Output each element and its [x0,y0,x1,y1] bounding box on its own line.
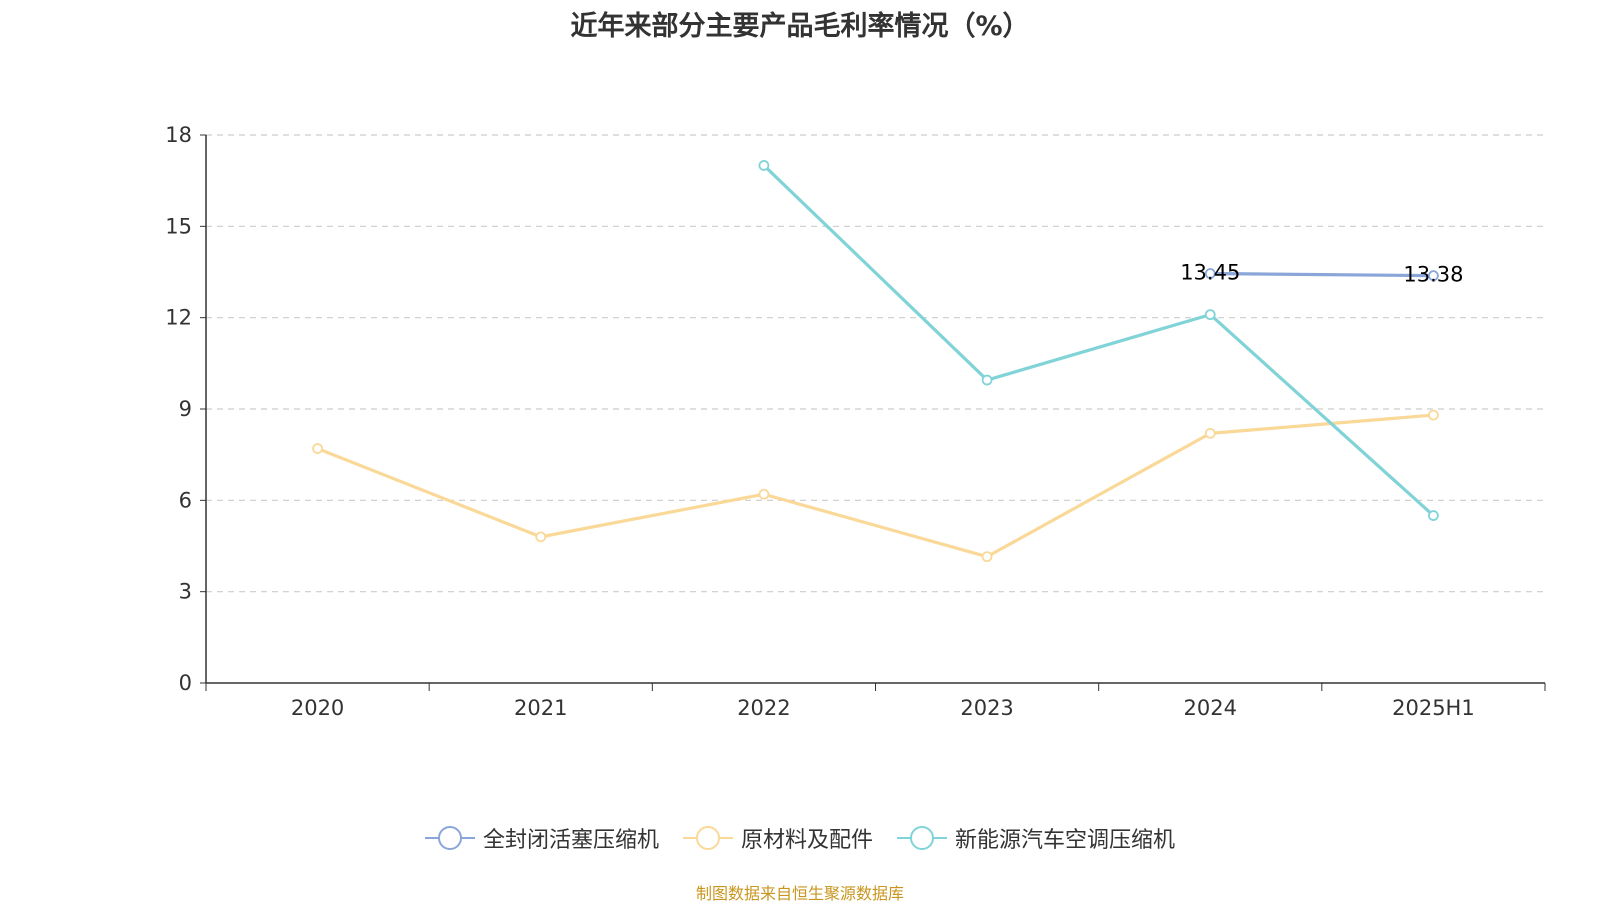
y-tick-label: 3 [179,580,192,604]
legend-item-0[interactable]: 全封闭活塞压缩机 [424,822,659,854]
y-tick-label: 12 [165,306,192,330]
x-tick-label: 2024 [1184,696,1237,720]
legend-line-circle-icon [424,826,475,850]
x-tick-label: 2022 [737,696,790,720]
series-0-data-label: 13.38 [1403,263,1463,287]
y-tick-label: 15 [165,214,192,238]
legend-label: 新能源汽车空调压缩机 [955,828,1176,853]
legend: 全封闭活塞压缩机 原材料及配件 新能源汽车空调压缩机 [0,822,1600,854]
series-0-point [1428,270,1439,282]
series-2-point [1204,309,1216,321]
series-2-point [981,374,993,386]
series-1-point [312,443,323,454]
series-0-point [1204,268,1216,279]
data-source-note: 制图数据来自恒生聚源数据库 [695,884,904,903]
series-1-line [316,413,1434,559]
x-tick-label: 2025H1 [1392,696,1475,720]
series-1-point [535,531,547,543]
series-1-point [1428,409,1439,421]
series-2-point [758,160,770,171]
x-tick-label: 2021 [514,696,567,720]
legend-item-2[interactable]: 新能源汽车空调压缩机 [897,822,1175,854]
legend-line-circle-icon [682,826,733,850]
series-1-point [981,551,993,563]
y-tick-label: 0 [179,671,192,695]
y-tick-label: 9 [179,397,192,421]
series-0-line [1210,271,1434,278]
x-tick-label: 2023 [960,696,1013,720]
y-tick-label: 6 [179,488,192,512]
series-1-point [1204,427,1216,439]
series-0-data-label: 13.45 [1180,261,1240,285]
series-2-line [762,164,1435,517]
legend-line-circle-icon [897,826,947,850]
chart-title: 近年来部分主要产品毛利率情况（%） [570,11,1030,42]
series-2-point [1428,510,1439,521]
legend-item-1[interactable]: 原材料及配件 [682,822,873,854]
legend-label: 全封闭活塞压缩机 [482,828,659,853]
series-1-point [758,488,770,500]
legend-label: 原材料及配件 [740,828,873,853]
y-tick-label: 18 [165,123,192,147]
x-tick-label: 2020 [291,696,344,720]
